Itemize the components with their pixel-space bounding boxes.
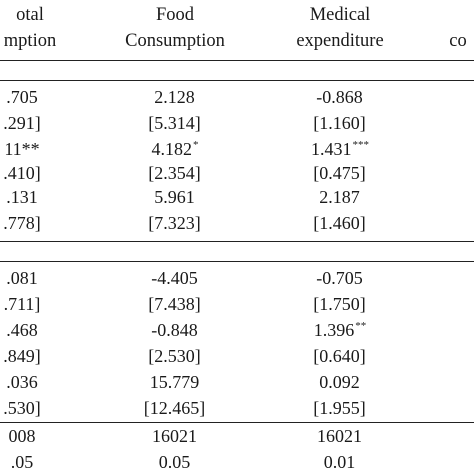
food-consumption-cell: -0.848 (151, 320, 199, 340)
food-consumption-cell: -4.405 (151, 268, 199, 288)
col1-header-line1: otal (16, 5, 44, 25)
total-consumption-cell-value: 008 (8, 426, 36, 446)
medical-expenditure-cell-value: 0.01 (323, 452, 356, 472)
medical-expenditure-cell-value: [0.475] (313, 163, 366, 183)
medical-expenditure-cell-value: 16021 (317, 426, 362, 446)
total-consumption-cell-value: .05 (10, 452, 34, 472)
col2-header-line1: Food (155, 5, 195, 25)
food-consumption-cell: [2.530] (148, 346, 202, 366)
total-consumption-cell: .410] (3, 163, 41, 183)
total-consumption-cell: .849] (3, 346, 41, 366)
medical-expenditure-cell: [1.460] (313, 213, 367, 233)
medical-expenditure-cell: 0.092 (319, 372, 361, 392)
total-consumption-cell: 11** (4, 139, 39, 159)
food-consumption-cell: 4.182* (152, 139, 199, 159)
medical-expenditure-cell: -0.868 (316, 87, 364, 107)
medical-expenditure-cell-value: -0.705 (316, 268, 363, 288)
panel-a-top-rule (0, 80, 474, 81)
medical-expenditure-cell-value: 2.187 (319, 187, 360, 207)
food-consumption-cell-value: 15.779 (149, 372, 200, 392)
total-consumption-cell: .081 (6, 268, 38, 288)
medical-expenditure-cell-value: [1.160] (313, 113, 366, 133)
medical-expenditure-cell: [1.955] (313, 398, 367, 418)
medical-expenditure-cell: 0.01 (324, 452, 357, 472)
food-consumption-cell-value: [2.530] (148, 346, 201, 366)
total-consumption-cell-value: .530] (3, 398, 41, 418)
total-consumption-cell: .468 (6, 320, 38, 340)
medical-expenditure-cell-value: 0.092 (319, 372, 360, 392)
total-consumption-cell: .778] (3, 213, 41, 233)
total-consumption-cell: .705 (6, 87, 38, 107)
food-consumption-cell: 0.05 (159, 452, 192, 472)
medical-expenditure-cell-value: 1.431 (311, 139, 352, 159)
medical-expenditure-cell: 16021 (317, 426, 363, 446)
food-consumption-cell: 2.128 (154, 87, 196, 107)
food-consumption-cell-significance: * (193, 139, 199, 151)
food-consumption-cell-value: 0.05 (158, 452, 191, 472)
food-consumption-cell-value: -0.848 (151, 320, 198, 340)
total-consumption-cell-value: 11** (4, 139, 40, 159)
medical-expenditure-cell-significance: *** (352, 139, 370, 151)
total-consumption-cell-value: .705 (6, 87, 38, 107)
panel-b-second-rule (0, 261, 474, 262)
medical-expenditure-cell-value: 1.396 (313, 320, 355, 340)
header-top-rule (0, 60, 474, 61)
food-consumption-cell: [2.354] (148, 163, 202, 183)
food-consumption-cell-value: 4.182 (151, 139, 193, 159)
total-consumption-cell: 008 (9, 426, 36, 446)
total-consumption-cell-value: .291] (3, 113, 41, 133)
medical-expenditure-cell-value: -0.868 (316, 87, 363, 107)
food-consumption-cell-value: [5.314] (148, 113, 201, 133)
food-consumption-cell-value: -4.405 (151, 268, 198, 288)
medical-expenditure-cell: -0.705 (316, 268, 364, 288)
food-consumption-cell: [7.323] (148, 213, 202, 233)
total-consumption-cell-value: .468 (6, 320, 38, 340)
col3-header-line2: expenditure (296, 31, 384, 51)
total-consumption-cell-value: .410] (3, 163, 41, 183)
col4-header-line2: co (449, 31, 467, 51)
food-consumption-cell-value: 16021 (152, 426, 197, 446)
medical-expenditure-cell: [0.640] (313, 346, 367, 366)
food-consumption-cell: 15.779 (150, 372, 201, 392)
food-consumption-cell-value: 2.128 (154, 87, 195, 107)
medical-expenditure-cell-value: [0.640] (313, 346, 366, 366)
total-consumption-cell: .131 (6, 187, 38, 207)
medical-expenditure-cell-value: [1.460] (313, 213, 366, 233)
food-consumption-cell: 16021 (152, 426, 198, 446)
food-consumption-cell-value: [7.323] (148, 213, 201, 233)
food-consumption-cell: [7.438] (148, 294, 202, 314)
medical-expenditure-cell: 1.431*** (311, 139, 369, 159)
total-consumption-cell-value: .081 (6, 268, 38, 288)
medical-expenditure-cell: [1.160] (313, 113, 367, 133)
col1-header-line2: mption (3, 31, 57, 51)
food-consumption-cell: 5.961 (154, 187, 196, 207)
medical-expenditure-cell: [1.750] (313, 294, 367, 314)
stats-top-rule (0, 422, 474, 423)
food-consumption-cell-value: [7.438] (148, 294, 201, 314)
medical-expenditure-cell-value: [1.750] (313, 294, 366, 314)
col3-header-line1: Medical (309, 5, 371, 25)
total-consumption-cell-value: .778] (3, 213, 41, 233)
total-consumption-cell-value: .131 (6, 187, 38, 207)
medical-expenditure-cell: 2.187 (319, 187, 361, 207)
medical-expenditure-cell: 1.396** (314, 320, 367, 340)
total-consumption-cell: .711] (4, 294, 41, 314)
total-consumption-cell-value: .849] (3, 346, 41, 366)
food-consumption-cell: [12.465] (144, 398, 207, 418)
total-consumption-cell-value: .036 (6, 372, 38, 392)
total-consumption-cell: .05 (11, 452, 34, 472)
food-consumption-cell-value: [12.465] (143, 398, 206, 418)
col2-header-line2: Consumption (125, 31, 225, 51)
medical-expenditure-cell: [0.475] (313, 163, 367, 183)
panel-b-top-rule (0, 241, 474, 242)
medical-expenditure-cell-significance: ** (355, 320, 367, 332)
total-consumption-cell-value: .711] (3, 294, 41, 314)
medical-expenditure-cell-value: [1.955] (313, 398, 366, 418)
food-consumption-cell: [5.314] (148, 113, 202, 133)
food-consumption-cell-value: 5.961 (154, 187, 195, 207)
total-consumption-cell: .291] (3, 113, 41, 133)
total-consumption-cell: .530] (3, 398, 41, 418)
food-consumption-cell-value: [2.354] (148, 163, 201, 183)
total-consumption-cell: .036 (6, 372, 38, 392)
